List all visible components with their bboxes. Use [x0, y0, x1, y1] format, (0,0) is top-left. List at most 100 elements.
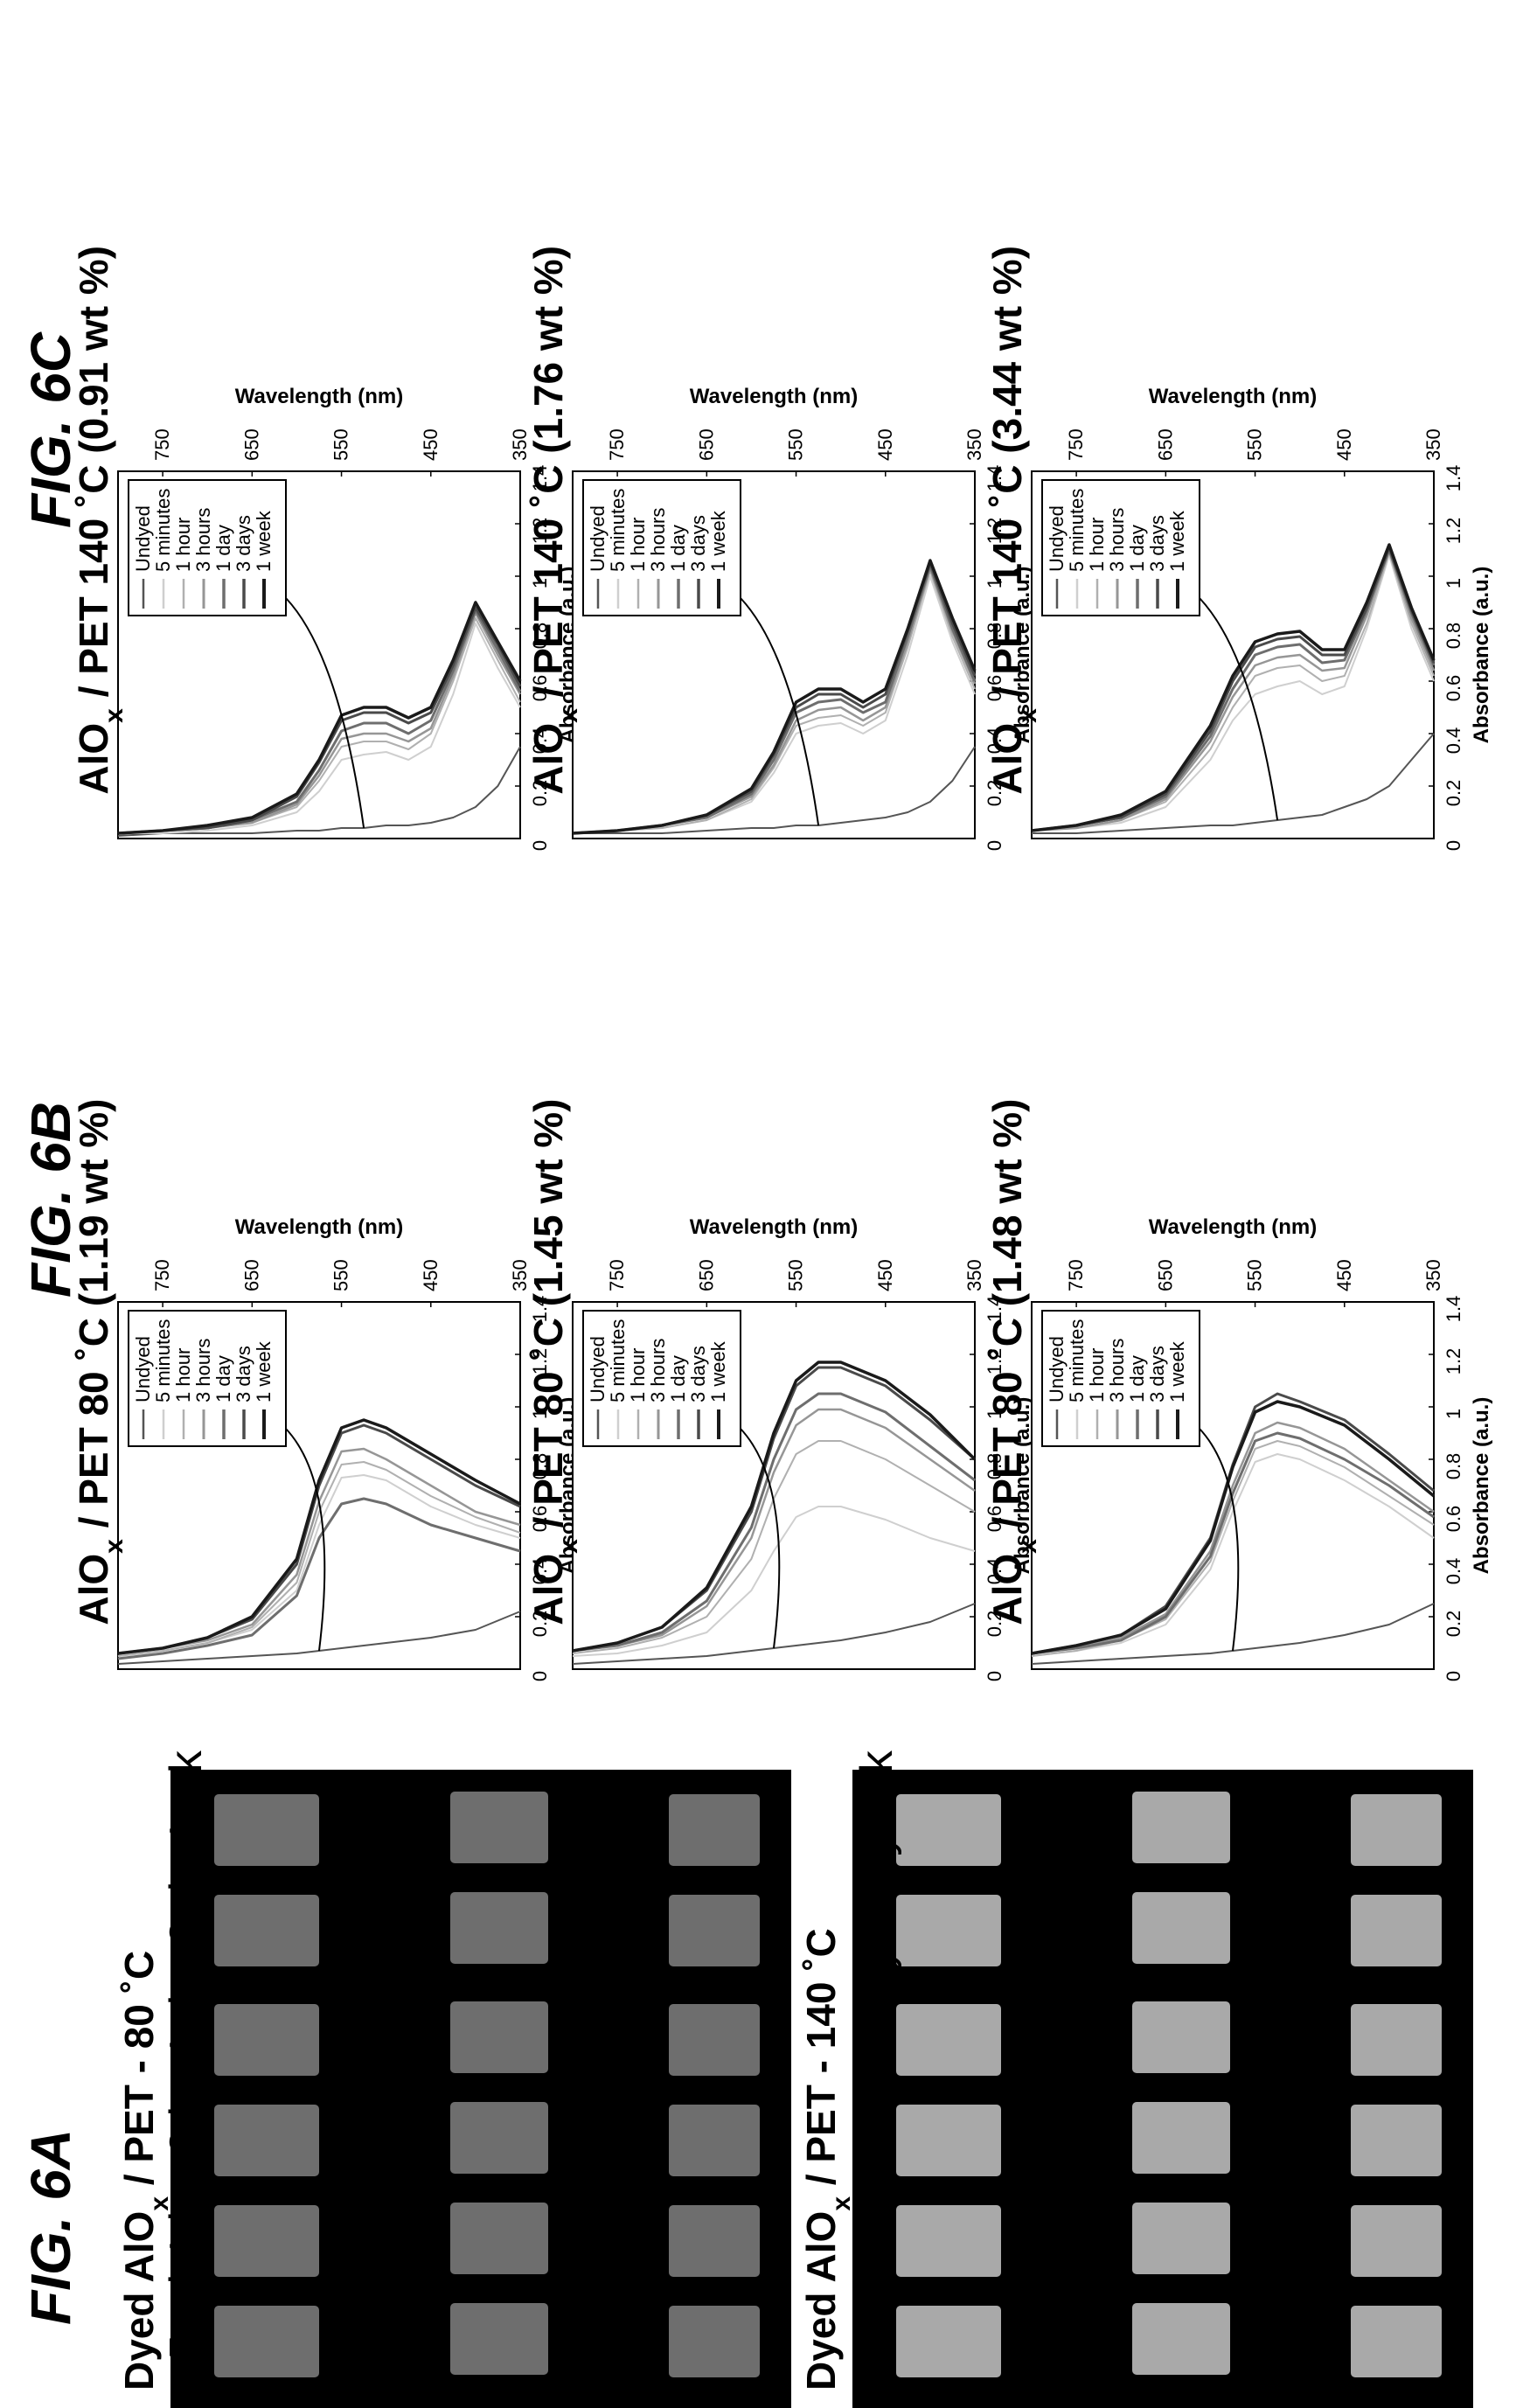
dyed-sample-swatch [214, 1895, 319, 1966]
dyed-sample-swatch [214, 2004, 319, 2076]
y-tick-label: 1.2 [984, 518, 1005, 545]
y-tick-label: 0.2 [529, 780, 551, 807]
x-axis-label: Wavelength (nm) [1149, 1215, 1317, 1239]
legend-label: Undyed [587, 1336, 609, 1402]
y-tick-label: 1.4 [1443, 465, 1464, 492]
legend-label: 1 week [253, 510, 275, 572]
legend-label: 1 week [707, 510, 729, 572]
y-tick-label: 1.4 [529, 1296, 551, 1323]
series-line [1031, 1603, 1435, 1665]
legend-label: 1 week [1166, 510, 1188, 572]
x-tick-label: 650 [1154, 428, 1176, 461]
dyed-sample-swatch [214, 2105, 319, 2176]
x-axis-label: Wavelength (nm) [235, 1215, 403, 1239]
x-tick-label: 550 [785, 428, 807, 461]
y-tick-label: 0.2 [529, 1611, 551, 1638]
y-tick-label: 0 [984, 1671, 1005, 1681]
y-tick-label: 0.4 [984, 727, 1005, 755]
y-tick-label: 0.4 [984, 1558, 1005, 1585]
y-axis-label: Absorbance (a.u.) [1470, 1397, 1493, 1575]
photo-row-label: 1 wk [852, 1750, 902, 1844]
y-tick-label: 0.6 [529, 1506, 551, 1533]
legend-label: 3 days [1146, 515, 1168, 572]
chart-title: AlOx / PET 80 ˚C (1.19 wt %) [71, 1099, 129, 1625]
x-tick-label: 650 [1154, 1259, 1176, 1291]
photo-row-label: 1 day [852, 1947, 902, 2058]
legend-label: 5 minutes [607, 1319, 629, 1402]
series-line [572, 1392, 976, 1653]
x-tick-label: 350 [509, 428, 531, 461]
legend-label: Undyed [132, 1336, 154, 1402]
y-tick-label: 0.2 [1443, 780, 1464, 807]
legend-label: Undyed [132, 505, 154, 572]
x-tick-label: 650 [240, 428, 262, 461]
dyed-sample-swatch [214, 2306, 319, 2377]
dyed-sample-swatch [1351, 2105, 1442, 2176]
x-axis-label: Wavelength (nm) [690, 385, 858, 408]
y-tick-label: 0 [984, 840, 1005, 851]
y-tick-label: 1 [1443, 578, 1464, 588]
x-tick-label: 450 [420, 1259, 442, 1291]
x-tick-label: 750 [606, 428, 628, 461]
y-tick-label: 0.6 [1443, 1506, 1464, 1533]
legend-label: Undyed [1046, 505, 1068, 572]
x-tick-label: 550 [785, 1259, 807, 1291]
chart-title: AlOx / PET 80 ˚C (1.45 wt %) [525, 1099, 583, 1625]
photo-row-label: 1 hr [852, 2181, 902, 2259]
y-tick-label: 0.4 [529, 1558, 551, 1585]
legend-box [128, 1310, 287, 1447]
series-line [117, 601, 522, 835]
dyed-sample-swatch [896, 2105, 1001, 2176]
series-line [117, 1418, 521, 1655]
chart-title: AlOx / PET 140 ˚C (1.76 wt %) [525, 246, 583, 795]
dyed-sample-swatch [1132, 2303, 1230, 2375]
x-tick-label: 450 [420, 428, 442, 461]
legend-pointer-line [285, 597, 365, 829]
x-tick-label: 550 [330, 1259, 352, 1291]
x-tick-label: 550 [1244, 428, 1266, 461]
dyed-sample-swatch [214, 2205, 319, 2277]
y-tick-label: 1 [529, 578, 551, 588]
y-tick-label: 0.4 [529, 727, 551, 755]
y-tick-label: 1.2 [529, 518, 551, 545]
y-tick-label: 0.6 [984, 675, 1005, 702]
series-line [1031, 1431, 1435, 1655]
dyed-sample-swatch [669, 1794, 760, 1866]
dyed-sample-swatch [669, 2306, 760, 2377]
dyed-sample-swatch [669, 2004, 760, 2076]
dyed-sample-swatch [450, 2001, 548, 2073]
x-tick-label: 450 [874, 428, 896, 461]
x-tick-label: 350 [1422, 1259, 1444, 1291]
legend-label: 1 hour [172, 518, 194, 572]
x-axis-label: Wavelength (nm) [1149, 385, 1317, 408]
x-axis-label: Wavelength (nm) [690, 1215, 858, 1239]
photo-row-label: 1 hr [161, 2181, 212, 2259]
dyed-sample-swatch [1351, 1794, 1442, 1866]
photo-bottom-background [852, 1770, 1473, 2408]
legend-box [1041, 1310, 1200, 1447]
dyed-sample-swatch [214, 1794, 319, 1866]
x-tick-label: 750 [151, 428, 173, 461]
series-line [572, 1440, 976, 1654]
legend-label: 3 hours [647, 1339, 669, 1402]
x-tick-label: 350 [963, 428, 985, 461]
dyed-sample-swatch [1132, 2102, 1230, 2174]
y-tick-label: 0.8 [1443, 1453, 1464, 1480]
y-tick-label: 0.4 [1443, 1558, 1464, 1585]
y-tick-label: 0.6 [984, 1506, 1005, 1533]
legend-label: 1 hour [172, 1348, 194, 1402]
dyed-sample-swatch [896, 2306, 1001, 2377]
legend-label: 5 minutes [152, 1319, 174, 1402]
photo-samples [214, 1792, 1442, 2377]
legend-pointer-line [1199, 1428, 1240, 1652]
absorbance-charts: AlOx / PET 80 ˚C (1.19 wt %) 0 0.2 0.4 0.6 0.… [71, 246, 1493, 1681]
series-line [1031, 1421, 1435, 1655]
absorbance-chart-4: AlOx / PET 140 ˚C (0.91 wt %) 0 0.2 0.4 0.6 0… [71, 246, 580, 851]
series-line [117, 1461, 521, 1657]
absorbance-chart-3: AlOx / PET 80 ˚C (1.48 wt %) 0 0.2 0.4 0.6 0.… [984, 1099, 1493, 1682]
absorbance-chart-5: AlOx / PET 140 ˚C (1.76 wt %) 0 0.2 0.4 0.6 0… [525, 246, 1034, 851]
y-tick-label: 0.8 [1443, 623, 1464, 650]
dyed-sample-swatch [450, 2203, 548, 2274]
dyed-sample-swatch [1132, 2001, 1230, 2073]
